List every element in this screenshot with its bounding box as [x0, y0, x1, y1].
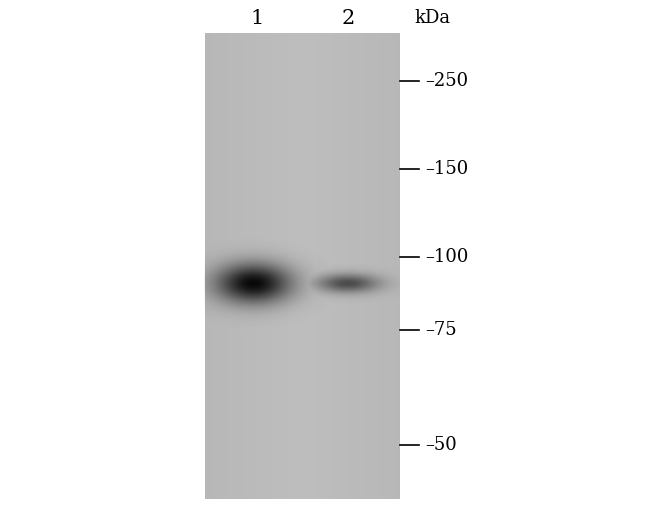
Text: 2: 2: [341, 9, 354, 28]
Text: –150: –150: [426, 160, 469, 178]
Text: –250: –250: [426, 72, 469, 89]
Text: –75: –75: [426, 321, 458, 339]
Text: –50: –50: [426, 436, 458, 453]
Text: kDa: kDa: [415, 9, 451, 27]
Text: –100: –100: [426, 249, 469, 266]
Text: 1: 1: [250, 9, 263, 28]
